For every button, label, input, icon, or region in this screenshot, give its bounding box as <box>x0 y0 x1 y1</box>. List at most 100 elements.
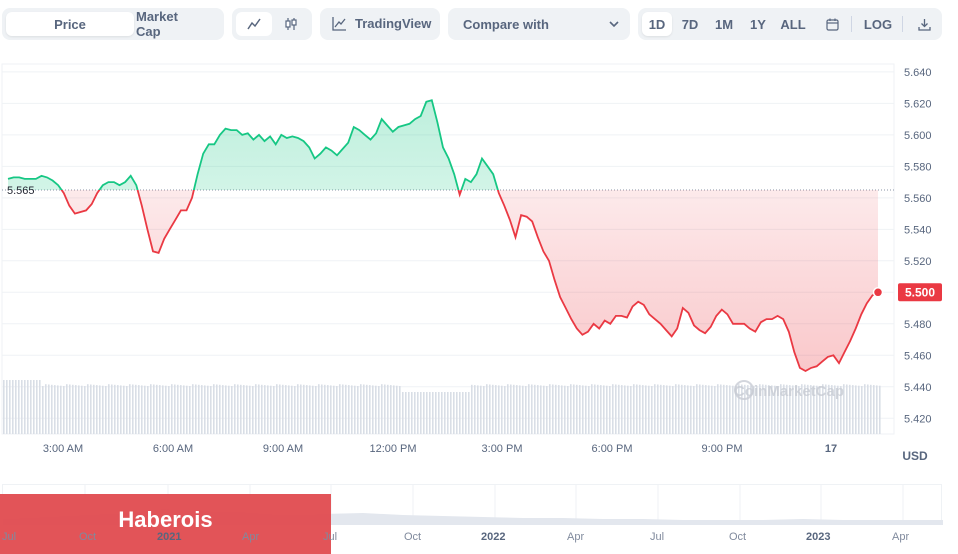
volume-bar <box>84 386 86 434</box>
volume-bar <box>18 380 20 434</box>
volume-bar <box>60 385 62 434</box>
volume-bar <box>528 384 530 434</box>
volume-bar <box>156 384 158 434</box>
volume-bar <box>798 386 800 434</box>
download-button[interactable] <box>910 12 938 36</box>
volume-bar <box>228 385 230 434</box>
volume-bar <box>96 385 98 434</box>
volume-bar <box>762 384 764 434</box>
price-tab[interactable]: Price <box>6 12 134 36</box>
volume-bar <box>846 384 848 434</box>
market-cap-tab[interactable]: Market Cap <box>136 9 178 39</box>
volume-bar <box>321 384 323 434</box>
volume-bar <box>807 384 809 434</box>
volume-bar <box>252 386 254 434</box>
range-1d-button[interactable]: 1D <box>642 12 672 36</box>
x-tick-label: 6:00 AM <box>153 443 193 455</box>
volume-bar <box>180 385 182 434</box>
volume-bar <box>246 385 248 434</box>
volume-bar <box>387 384 389 434</box>
volume-bar <box>336 386 338 434</box>
watermark-logo-icon <box>734 380 754 400</box>
currency-label: USD <box>902 449 928 463</box>
volume-bar <box>840 386 842 434</box>
navigator-tick: Apr <box>892 531 910 543</box>
volume-bar <box>393 385 395 434</box>
volume-bar <box>501 385 503 434</box>
volume-bar <box>381 384 383 434</box>
volume-bar <box>615 384 617 434</box>
volume-bar <box>267 385 269 434</box>
volume-bar <box>402 392 404 434</box>
volume-bar <box>498 385 500 434</box>
volume-bar <box>843 384 845 434</box>
date-range-button[interactable] <box>818 12 846 36</box>
navigator-tick: Oct <box>79 531 97 543</box>
range-1y-button[interactable]: 1Y <box>750 16 766 32</box>
log-scale-button[interactable]: LOG <box>863 16 893 32</box>
download-icon <box>917 18 931 31</box>
volume-bar <box>189 386 191 434</box>
range-7d-button[interactable]: 7D <box>681 16 699 32</box>
volume-bar <box>258 384 260 434</box>
volume-bar <box>30 380 32 434</box>
volume-bar <box>603 385 605 434</box>
volume-bar <box>366 384 368 434</box>
volume-bar <box>483 386 485 434</box>
navigator-tick: Jul <box>2 531 17 543</box>
volume-bar <box>591 384 593 434</box>
volume-bar <box>435 392 437 434</box>
watermark: CoinMarketCap <box>734 383 844 400</box>
volume-bar <box>495 385 497 434</box>
price-line-below <box>60 189 879 373</box>
volume-bar <box>732 385 734 434</box>
volume-bar <box>93 384 95 434</box>
volume-bar <box>726 385 728 434</box>
volume-bar <box>642 385 644 434</box>
volume-bar <box>429 392 431 434</box>
volume-bar <box>627 385 629 434</box>
volume-bar <box>237 384 239 434</box>
volume-bar <box>408 392 410 434</box>
line-chart-button[interactable] <box>236 12 272 36</box>
volume-bar <box>630 386 632 434</box>
volume-bar <box>432 392 434 434</box>
y-tick-label: 5.620 <box>904 98 932 110</box>
volume-bar <box>171 384 173 434</box>
volume-bar <box>600 385 602 434</box>
volume-bar <box>663 385 665 434</box>
compare-with-dropdown[interactable]: Compare with <box>448 8 630 40</box>
volume-bar <box>168 386 170 434</box>
volume-bar <box>540 385 542 434</box>
volume-bar <box>828 384 830 434</box>
volume-bar <box>45 384 47 434</box>
tradingview-button[interactable]: TradingView <box>320 8 440 40</box>
x-axis: 3:00 AM 6:00 AM 9:00 AM 12:00 PM 3:00 PM 6:00… <box>43 443 837 455</box>
volume-bar <box>153 384 155 434</box>
volume-bar <box>12 380 14 434</box>
candlestick-chart-button[interactable] <box>274 12 308 36</box>
volume-bar <box>477 385 479 434</box>
range-all-button[interactable]: ALL <box>780 16 806 32</box>
volume-bar <box>825 384 827 434</box>
volume-bar <box>57 385 59 434</box>
volume-bar <box>426 392 428 434</box>
volume-bar <box>63 386 65 434</box>
volume-bar <box>789 385 791 434</box>
range-1m-button[interactable]: 1M <box>714 16 734 32</box>
volume-bar <box>576 384 578 434</box>
volume-bar <box>195 384 197 434</box>
volume-bar <box>552 384 554 434</box>
volume-bar <box>588 386 590 434</box>
volume-bar <box>879 385 881 434</box>
price-chart[interactable]: CoinMarketCap 5.565 5.640 5.620 5.600 5.580… <box>0 60 958 530</box>
volume-bar <box>399 386 401 434</box>
volume-bar <box>780 384 782 434</box>
navigator-tick: 2023 <box>806 531 831 543</box>
volume-bar <box>543 385 545 434</box>
volume-bar <box>666 385 668 434</box>
volume-bar <box>303 384 305 434</box>
volume-bar <box>183 385 185 434</box>
volume-bar <box>546 386 548 434</box>
volume-bar <box>594 384 596 434</box>
